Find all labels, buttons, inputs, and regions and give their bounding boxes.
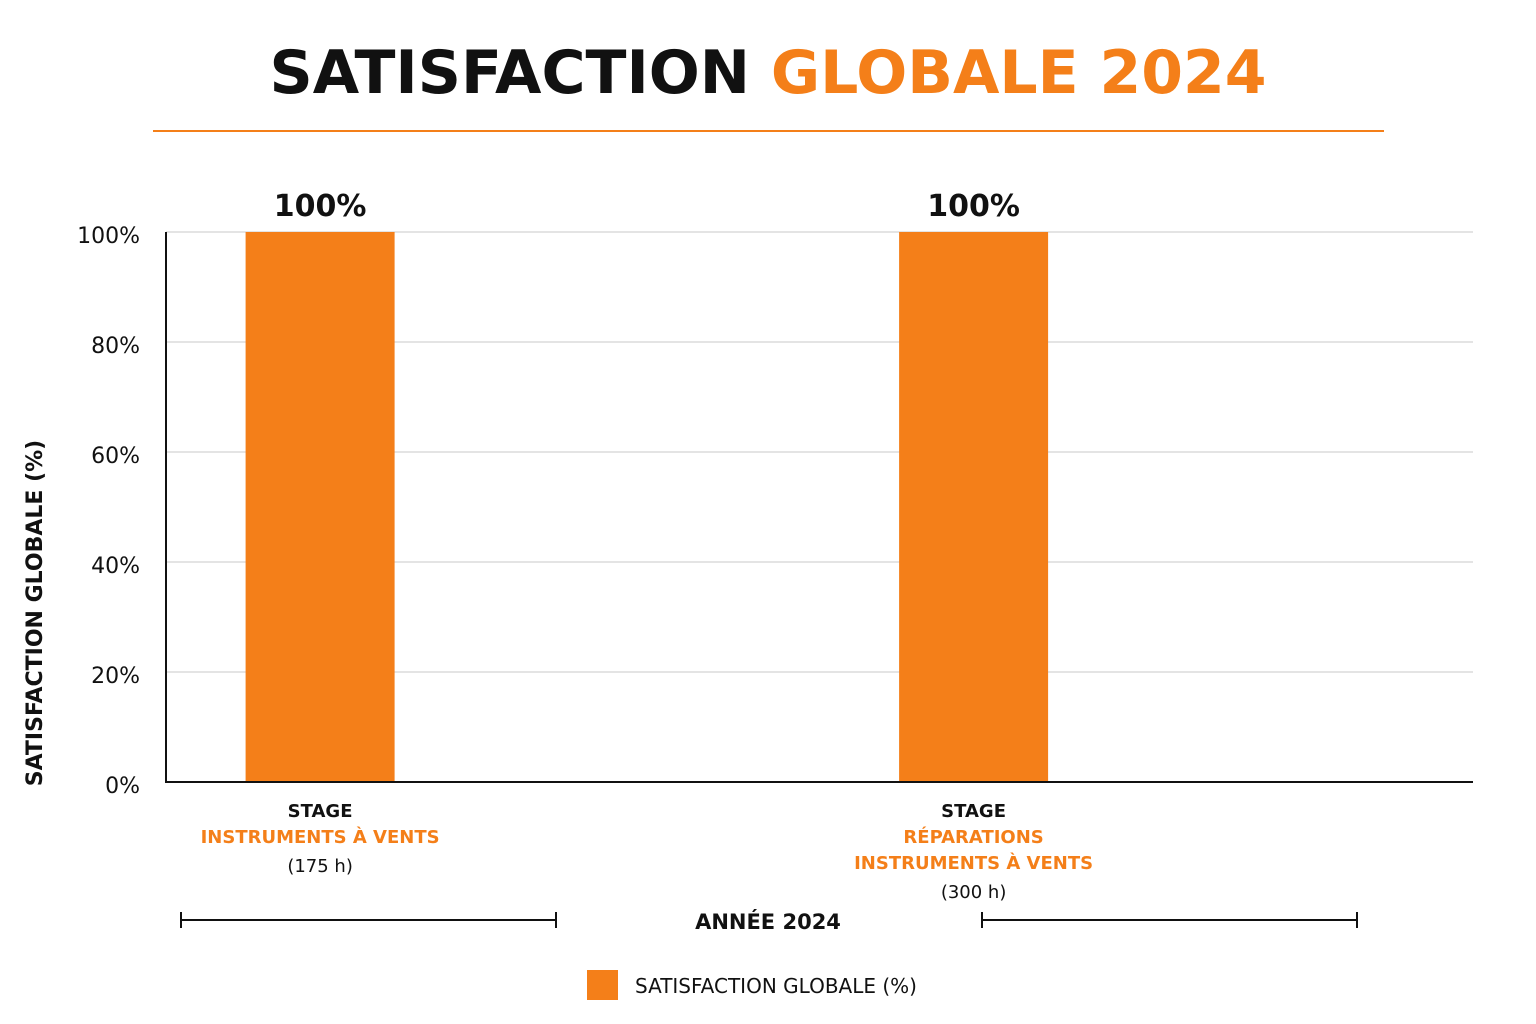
bar <box>245 232 395 782</box>
category-label-hours: (300 h) <box>941 882 1007 903</box>
y-tick-label: 40% <box>91 554 140 579</box>
data-label: 100% <box>927 189 1020 224</box>
category-label-hours: (175 h) <box>287 856 353 877</box>
plot-area: 0% 20% 40% 60% 80% 100% 100% STAGE INSTRUMENTS À… <box>77 189 1473 903</box>
chart-title-part2: GLOBALE 2024 <box>771 38 1267 108</box>
bar <box>899 232 1049 782</box>
category-label-name: INSTRUMENTS À VENTS <box>201 826 440 848</box>
category-label-line1: STAGE <box>941 801 1006 822</box>
chart-title-part1: SATISFACTION <box>269 38 750 108</box>
y-tick-label: 20% <box>91 664 140 689</box>
y-tick-label: 100% <box>77 224 140 249</box>
legend: SATISFACTION GLOBALE (%) <box>587 970 917 1000</box>
category-label-name: RÉPARATIONS <box>903 826 1043 848</box>
y-tick-label: 0% <box>105 774 140 799</box>
legend-swatch <box>587 970 618 1000</box>
category-label-name: INSTRUMENTS À VENTS <box>854 852 1093 874</box>
legend-label: SATISFACTION GLOBALE (%) <box>635 974 917 998</box>
chart-title: SATISFACTION GLOBALE 2024 <box>269 38 1266 108</box>
category-label-line1: STAGE <box>288 801 353 822</box>
y-axis-label: SATISFACTION GLOBALE (%) <box>23 440 48 787</box>
y-tick-label: 60% <box>91 444 140 469</box>
data-label: 100% <box>274 189 367 224</box>
x-axis-group: ANNÉE 2024 <box>180 909 1358 934</box>
x-axis-label: ANNÉE 2024 <box>695 909 841 934</box>
y-tick-label: 80% <box>91 334 140 359</box>
